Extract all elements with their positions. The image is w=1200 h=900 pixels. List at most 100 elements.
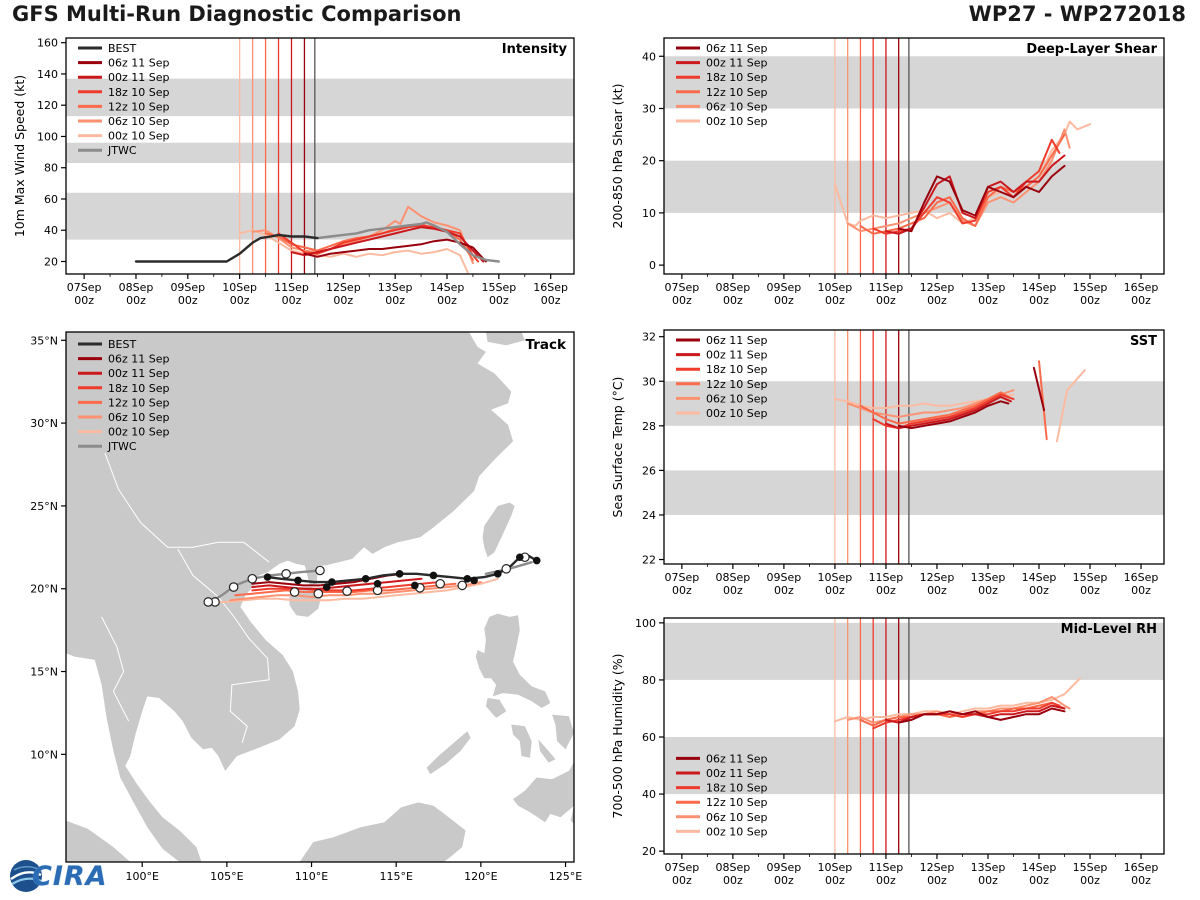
svg-text:11Sep: 11Sep: [869, 861, 904, 874]
svg-text:100: 100: [635, 617, 656, 630]
svg-text:14Sep: 14Sep: [430, 281, 465, 294]
svg-text:00z: 00z: [282, 294, 302, 307]
svg-text:10Sep: 10Sep: [222, 281, 257, 294]
svg-text:00z: 00z: [672, 584, 692, 597]
svg-text:00z: 00z: [1080, 584, 1100, 597]
svg-text:00z: 00z: [1131, 294, 1151, 307]
svg-text:12z 10 Sep: 12z 10 Sep: [108, 396, 170, 409]
svg-text:20°N: 20°N: [30, 583, 58, 596]
svg-text:14Sep: 14Sep: [1022, 571, 1057, 584]
svg-text:15Sep: 15Sep: [1073, 861, 1108, 874]
svg-text:00z: 00z: [825, 584, 845, 597]
svg-text:700-500 hPa Humidity (%): 700-500 hPa Humidity (%): [610, 653, 625, 818]
svg-text:11Sep: 11Sep: [869, 571, 904, 584]
svg-text:80: 80: [642, 674, 656, 687]
svg-text:00z: 00z: [723, 584, 743, 597]
svg-text:00z 11 Sep: 00z 11 Sep: [706, 767, 768, 780]
svg-text:00z: 00z: [333, 294, 353, 307]
svg-text:00z 10 Sep: 00z 10 Sep: [706, 407, 768, 420]
svg-text:16Sep: 16Sep: [533, 281, 568, 294]
svg-text:11Sep: 11Sep: [869, 281, 904, 294]
svg-text:11Sep: 11Sep: [274, 281, 309, 294]
svg-text:30: 30: [642, 375, 656, 388]
svg-text:00z 11 Sep: 00z 11 Sep: [108, 367, 170, 380]
svg-text:09Sep: 09Sep: [170, 281, 205, 294]
svg-text:00z 10 Sep: 00z 10 Sep: [706, 115, 768, 128]
svg-text:00z: 00z: [774, 584, 794, 597]
svg-text:00z 11 Sep: 00z 11 Sep: [706, 349, 768, 362]
svg-text:18z 10 Sep: 18z 10 Sep: [706, 71, 768, 84]
svg-text:12z 10 Sep: 12z 10 Sep: [706, 378, 768, 391]
svg-text:00z: 00z: [825, 874, 845, 887]
svg-text:00z: 00z: [876, 874, 896, 887]
svg-text:16Sep: 16Sep: [1124, 281, 1159, 294]
svg-text:16Sep: 16Sep: [1124, 861, 1159, 874]
svg-text:20: 20: [642, 155, 656, 168]
svg-text:18z 10 Sep: 18z 10 Sep: [706, 363, 768, 376]
svg-text:09Sep: 09Sep: [767, 571, 802, 584]
svg-text:00z: 00z: [541, 294, 561, 307]
svg-text:80: 80: [44, 162, 58, 175]
svg-text:15Sep: 15Sep: [1073, 281, 1108, 294]
svg-text:07Sep: 07Sep: [664, 571, 699, 584]
svg-text:13Sep: 13Sep: [971, 861, 1006, 874]
svg-text:Track: Track: [526, 337, 567, 353]
svg-text:09Sep: 09Sep: [767, 281, 802, 294]
svg-text:07Sep: 07Sep: [664, 861, 699, 874]
svg-text:26: 26: [642, 464, 656, 477]
svg-text:06z 11 Sep: 06z 11 Sep: [706, 752, 768, 765]
svg-text:06z 11 Sep: 06z 11 Sep: [108, 57, 170, 70]
svg-text:BEST: BEST: [108, 42, 136, 55]
svg-text:120: 120: [37, 99, 58, 112]
svg-text:13Sep: 13Sep: [971, 571, 1006, 584]
svg-text:00z 10 Sep: 00z 10 Sep: [108, 426, 170, 439]
svg-text:12Sep: 12Sep: [920, 861, 955, 874]
page-title: GFS Multi-Run Diagnostic Comparison: [12, 2, 462, 26]
svg-text:0: 0: [649, 259, 656, 272]
svg-text:16Sep: 16Sep: [1124, 571, 1159, 584]
svg-text:00z: 00z: [672, 294, 692, 307]
track-map-panel: 100°E 105°E 110°E 115°E 120°E 125°E 10°N 15°N 20…: [30, 331, 582, 883]
svg-text:15°N: 15°N: [30, 666, 58, 679]
svg-text:40: 40: [642, 788, 656, 801]
svg-text:06z 10 Sep: 06z 10 Sep: [108, 115, 170, 128]
mid-level-rh-panel: 07Sep00z08Sep00z09Sep00z10Sep00z11Sep00z…: [610, 617, 1165, 887]
svg-text:00z: 00z: [876, 294, 896, 307]
svg-text:08Sep: 08Sep: [716, 281, 751, 294]
svg-text:06z 10 Sep: 06z 10 Sep: [108, 411, 170, 424]
svg-text:12Sep: 12Sep: [920, 571, 955, 584]
svg-text:Deep-Layer Shear: Deep-Layer Shear: [1026, 42, 1157, 57]
svg-text:12z 10 Sep: 12z 10 Sep: [706, 86, 768, 99]
svg-text:200-850 hPa Shear (kt): 200-850 hPa Shear (kt): [610, 84, 625, 229]
svg-text:08Sep: 08Sep: [716, 571, 751, 584]
svg-text:160: 160: [37, 37, 58, 50]
svg-text:13Sep: 13Sep: [378, 281, 413, 294]
svg-text:10m Max Wind Speed (kt): 10m Max Wind Speed (kt): [12, 75, 27, 237]
svg-text:JTWC: JTWC: [107, 440, 137, 453]
svg-text:00z: 00z: [230, 294, 250, 307]
svg-text:00z: 00z: [489, 294, 509, 307]
svg-text:00z: 00z: [1029, 584, 1049, 597]
svg-text:32: 32: [642, 331, 656, 344]
svg-text:60: 60: [642, 731, 656, 744]
svg-text:Sea Surface Temp (°C): Sea Surface Temp (°C): [610, 377, 625, 518]
svg-text:14Sep: 14Sep: [1022, 861, 1057, 874]
svg-text:00z: 00z: [437, 294, 457, 307]
svg-text:12Sep: 12Sep: [326, 281, 361, 294]
svg-text:00z 10 Sep: 00z 10 Sep: [108, 130, 170, 143]
svg-text:18z 10 Sep: 18z 10 Sep: [108, 382, 170, 395]
svg-text:35°N: 35°N: [30, 334, 58, 347]
svg-text:14Sep: 14Sep: [1022, 281, 1057, 294]
svg-text:105°E: 105°E: [210, 870, 243, 883]
svg-text:06z 11 Sep: 06z 11 Sep: [706, 334, 768, 347]
svg-text:40: 40: [44, 224, 58, 237]
svg-text:00z: 00z: [1080, 294, 1100, 307]
svg-text:00z: 00z: [723, 874, 743, 887]
svg-text:00z: 00z: [178, 294, 198, 307]
svg-text:00z: 00z: [1131, 584, 1151, 597]
svg-text:08Sep: 08Sep: [119, 281, 154, 294]
svg-text:00z: 00z: [978, 874, 998, 887]
svg-text:00z: 00z: [672, 874, 692, 887]
svg-text:18z 10 Sep: 18z 10 Sep: [108, 86, 170, 99]
